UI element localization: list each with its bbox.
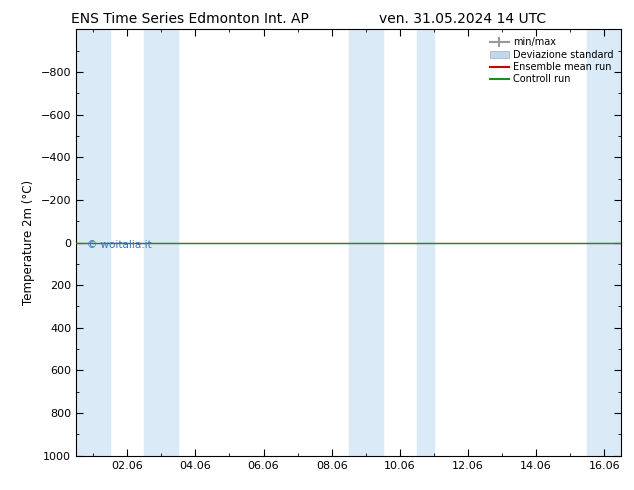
- Bar: [144, 29, 178, 456]
- Bar: [76, 29, 110, 456]
- Legend: min/max, Deviazione standard, Ensemble mean run, Controll run: min/max, Deviazione standard, Ensemble m…: [487, 34, 616, 87]
- Bar: [587, 29, 621, 456]
- Text: © woitalia.it: © woitalia.it: [87, 241, 152, 250]
- Text: ven. 31.05.2024 14 UTC: ven. 31.05.2024 14 UTC: [379, 12, 547, 26]
- Text: ENS Time Series Edmonton Int. AP: ENS Time Series Edmonton Int. AP: [71, 12, 309, 26]
- Y-axis label: Temperature 2m (°C): Temperature 2m (°C): [22, 180, 35, 305]
- Bar: [417, 29, 434, 456]
- Bar: [349, 29, 383, 456]
